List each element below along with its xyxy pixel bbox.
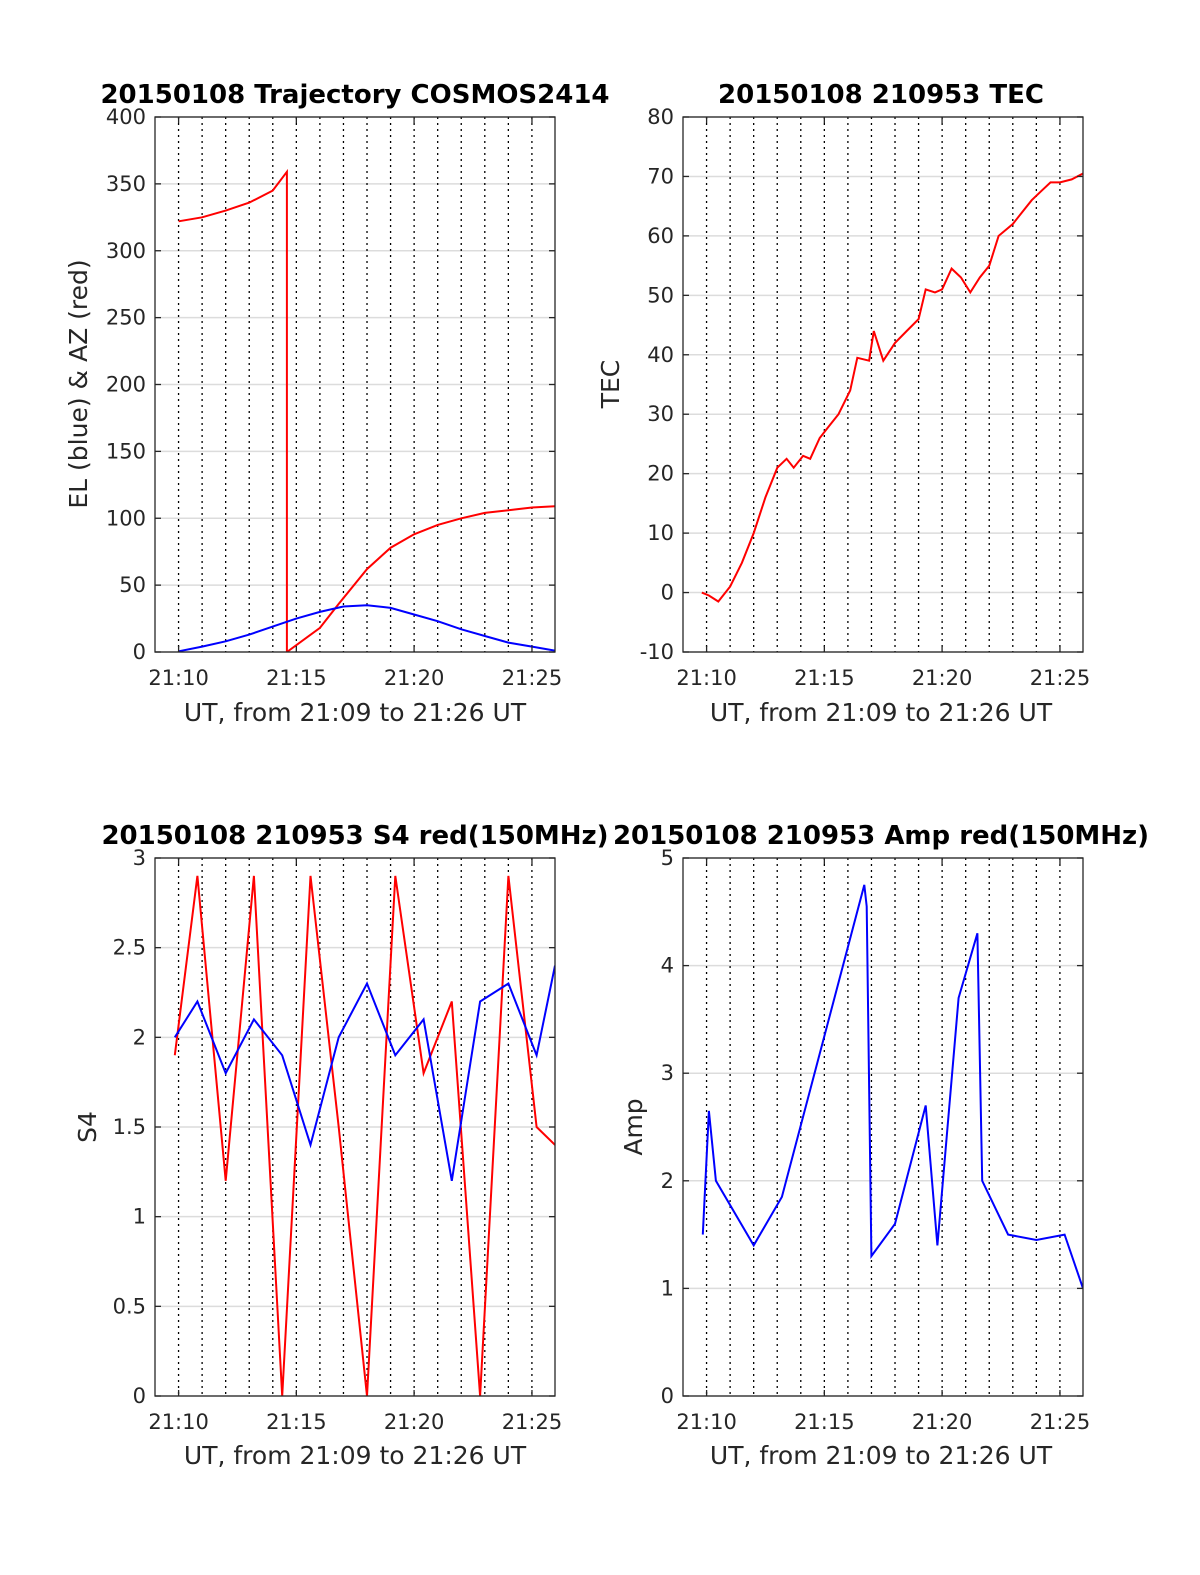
series-line xyxy=(173,965,555,1181)
series-line xyxy=(178,604,555,652)
x-tick-label: 21:15 xyxy=(266,666,327,690)
x-tick-label: 21:10 xyxy=(148,1410,209,1434)
y-tick-label: 60 xyxy=(647,224,674,248)
y-axis-label: Amp xyxy=(619,1098,648,1155)
axes-box xyxy=(682,116,1084,653)
y-tick-label: 70 xyxy=(647,164,674,188)
y-tick-label: 3 xyxy=(133,846,146,870)
y-axis-label: EL (blue) & AZ (red) xyxy=(64,259,93,508)
x-tick-label: 21:15 xyxy=(266,1410,327,1434)
y-tick-label: 100 xyxy=(106,506,146,530)
y-tick-label: 3 xyxy=(661,1061,674,1085)
y-tick-label: 10 xyxy=(647,521,674,545)
y-tick-label: 300 xyxy=(106,239,146,263)
x-axis-label: UT, from 21:09 to 21:26 UT xyxy=(184,1441,527,1470)
amp-panel: 20150108 210953 Amp red(150MHz) UT, from… xyxy=(613,821,1149,1470)
x-axis-label: UT, from 21:09 to 21:26 UT xyxy=(710,1441,1053,1470)
x-tick-label: 21:20 xyxy=(912,666,973,690)
y-tick-label: 2 xyxy=(661,1169,674,1193)
y-tick-label: 0 xyxy=(661,581,674,605)
y-tick-label: 50 xyxy=(119,573,146,597)
series-line xyxy=(701,172,1083,603)
chart-title: 20150108 210953 Amp red(150MHz) xyxy=(613,821,1149,851)
y-tick-label: 4 xyxy=(661,954,674,978)
y-tick-label: 1 xyxy=(133,1205,146,1229)
chart-title: 20150108 210953 TEC xyxy=(718,80,1044,110)
y-tick-label: 0 xyxy=(661,1384,674,1408)
y-tick-label: 350 xyxy=(106,172,146,196)
y-tick-label: 40 xyxy=(647,343,674,367)
x-tick-label: 21:15 xyxy=(794,666,855,690)
x-tick-label: 21:10 xyxy=(148,666,209,690)
y-tick-label: 50 xyxy=(647,283,674,307)
y-tick-label: 150 xyxy=(106,439,146,463)
x-tick-label: 21:20 xyxy=(912,1410,973,1434)
y-tick-label: 1 xyxy=(661,1276,674,1300)
chart-title: 20150108 Trajectory COSMOS2414 xyxy=(100,80,609,110)
series-line xyxy=(701,884,1083,1289)
y-tick-label: 0 xyxy=(133,1384,146,1408)
x-tick-label: 21:20 xyxy=(384,1410,445,1434)
x-axis-label: UT, from 21:09 to 21:26 UT xyxy=(184,698,527,727)
tec-panel: 20150108 210953 TEC UT, from 21:09 to 21… xyxy=(596,80,1090,727)
y-tick-label: 1.5 xyxy=(113,1115,146,1139)
s4-panel: 20150108 210953 S4 red(150MHz) UT, from … xyxy=(73,821,609,1470)
y-tick-label: 400 xyxy=(106,105,146,129)
y-tick-label: 5 xyxy=(661,846,674,870)
series-line xyxy=(173,875,555,1396)
x-tick-label: 21:10 xyxy=(676,1410,737,1434)
y-axis-label: TEC xyxy=(596,360,625,410)
y-tick-label: -10 xyxy=(640,640,674,664)
x-tick-label: 21:25 xyxy=(502,1410,563,1434)
x-tick-label: 21:25 xyxy=(1030,1410,1091,1434)
trajectory-panel: 20150108 Trajectory COSMOS2414 UT, from … xyxy=(64,80,610,727)
x-tick-label: 21:25 xyxy=(502,666,563,690)
y-tick-label: 2 xyxy=(133,1025,146,1049)
y-tick-label: 250 xyxy=(106,306,146,330)
y-tick-label: 20 xyxy=(647,462,674,486)
x-tick-label: 21:10 xyxy=(676,666,737,690)
x-tick-label: 21:20 xyxy=(384,666,445,690)
y-tick-label: 0 xyxy=(133,640,146,664)
chart-title: 20150108 210953 S4 red(150MHz) xyxy=(101,821,608,851)
y-tick-label: 30 xyxy=(647,402,674,426)
x-tick-label: 21:25 xyxy=(1030,666,1091,690)
x-axis-label: UT, from 21:09 to 21:26 UT xyxy=(710,698,1053,727)
y-tick-label: 200 xyxy=(106,373,146,397)
y-tick-label: 2.5 xyxy=(113,936,146,960)
y-tick-label: 80 xyxy=(647,105,674,129)
y-tick-label: 0.5 xyxy=(113,1294,146,1318)
y-axis-label: S4 xyxy=(73,1111,102,1143)
x-tick-label: 21:15 xyxy=(794,1410,855,1434)
axes-box xyxy=(682,857,1084,1397)
